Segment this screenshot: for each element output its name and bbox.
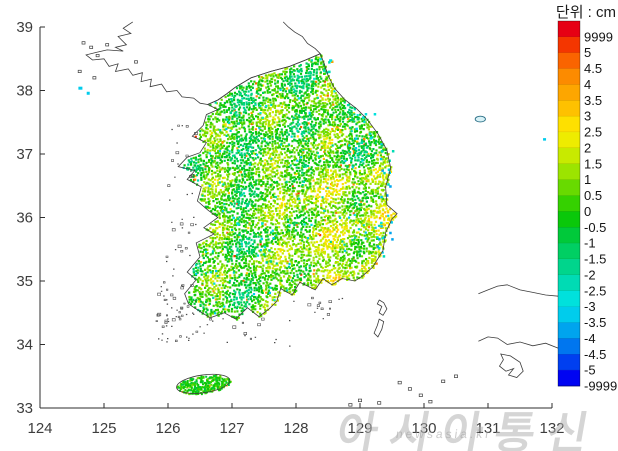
y-tick-label: 38 — [16, 83, 33, 100]
displacement-speckle-field — [78, 54, 547, 396]
tsushima-south-outline — [373, 318, 385, 338]
south-korea-coastline — [176, 53, 398, 394]
y-tick-label: 37 — [16, 146, 33, 163]
colorbar-cell — [558, 132, 580, 149]
x-tick-label: 124 — [27, 420, 52, 437]
tsushima-north-outline — [376, 299, 388, 316]
colorbar-tick-label: 3 — [584, 109, 591, 124]
colorbar: 999954.543.532.521.510.50-0.5-1-1.5-2-2.… — [557, 20, 617, 394]
dokdo-point — [543, 138, 547, 141]
jeju-outline — [176, 373, 231, 394]
colorbar-tick-label: -3 — [584, 299, 596, 314]
colorbar-cell — [558, 36, 580, 54]
colorbar-cell — [558, 21, 580, 38]
colorbar-cell — [558, 274, 580, 292]
honshu-peninsula — [498, 353, 524, 378]
colorbar-tick-label: -1.5 — [584, 252, 606, 267]
colorbar-cell — [558, 84, 580, 101]
x-tick-label: 128 — [283, 420, 308, 437]
colorbar-cell — [558, 52, 580, 69]
baengnyeongdo-point — [78, 86, 83, 90]
colorbar-tick-label: -4 — [584, 331, 596, 346]
colorbar-cell — [558, 322, 580, 339]
x-tick-label: 131 — [475, 420, 500, 437]
colorbar-cell — [558, 370, 580, 387]
x-tick-label: 125 — [91, 420, 116, 437]
colorbar-tick-label: -2.5 — [584, 283, 606, 298]
colorbar-cell — [558, 100, 580, 117]
x-tick-label: 130 — [411, 420, 436, 437]
colorbar-tick-label: 1.5 — [584, 156, 602, 171]
honshu-coast-a — [478, 284, 559, 297]
colorbar-cell — [558, 243, 580, 260]
y-tick-label: 33 — [16, 400, 33, 417]
colorbar-cell — [558, 147, 580, 165]
colorbar-tick-label: -3.5 — [584, 315, 606, 330]
colorbar-cell — [558, 290, 580, 307]
colorbar-tick-label: -2 — [584, 267, 596, 282]
colorbar-cell — [558, 227, 580, 244]
colorbar-cell — [558, 179, 580, 196]
colorbar-tick-label: 4 — [584, 77, 591, 92]
colorbar-tick-label: -4.5 — [584, 347, 606, 362]
sk-mainland-outline — [177, 53, 398, 320]
colorbar-tick-label: 9999 — [584, 29, 613, 44]
colorbar-cell — [558, 354, 580, 371]
honshu-coast-b — [478, 336, 559, 349]
daecheongdo-point — [86, 91, 90, 95]
colorbar-cell — [558, 195, 580, 212]
colorbar-cell — [558, 163, 580, 180]
x-tick-label: 127 — [219, 420, 244, 437]
y-tick-label: 34 — [16, 337, 33, 354]
colorbar-cell — [558, 116, 580, 133]
x-tick-label: 132 — [539, 420, 564, 437]
colorbar-cell — [558, 211, 580, 228]
nk-west-coast — [85, 21, 208, 105]
y-tick-label: 39 — [16, 19, 33, 36]
colorbar-tick-label: -0.5 — [584, 220, 606, 235]
small-island-flecks — [155, 124, 344, 347]
axes: 124 125 126 127 128 129 130 131 132 39 38 37 36 35 34 3… — [16, 19, 564, 437]
x-tick-label: 126 — [155, 420, 180, 437]
y-tick-label: 36 — [16, 210, 33, 227]
x-tick-label: 129 — [347, 420, 372, 437]
colorbar-tick-label: 2.5 — [584, 125, 602, 140]
ulleungdo-outline — [474, 115, 486, 123]
colorbar-tick-label: -9999 — [584, 379, 617, 394]
colorbar-tick-label: 3.5 — [584, 93, 602, 108]
y-tick-label: 35 — [16, 273, 33, 290]
colorbar-cell — [558, 338, 580, 355]
nk-east-coast — [282, 21, 321, 54]
colorbar-tick-label: -1 — [584, 236, 596, 251]
colorbar-tick-label: 0.5 — [584, 188, 602, 203]
colorbar-tick-label: 1 — [584, 172, 591, 187]
colorbar-tick-label: 2 — [584, 140, 591, 155]
colorbar-tick-label: -5 — [584, 363, 596, 378]
colorbar-unit-label: 단위 : cm — [555, 4, 616, 21]
colorbar-cell — [558, 259, 580, 276]
colorbar-tick-label: 5 — [584, 45, 591, 60]
colorbar-cell — [558, 306, 580, 323]
colorbar-tick-label: 0 — [584, 204, 591, 219]
colorbar-tick-label: 4.5 — [584, 61, 602, 76]
colorbar-cell — [558, 68, 580, 85]
